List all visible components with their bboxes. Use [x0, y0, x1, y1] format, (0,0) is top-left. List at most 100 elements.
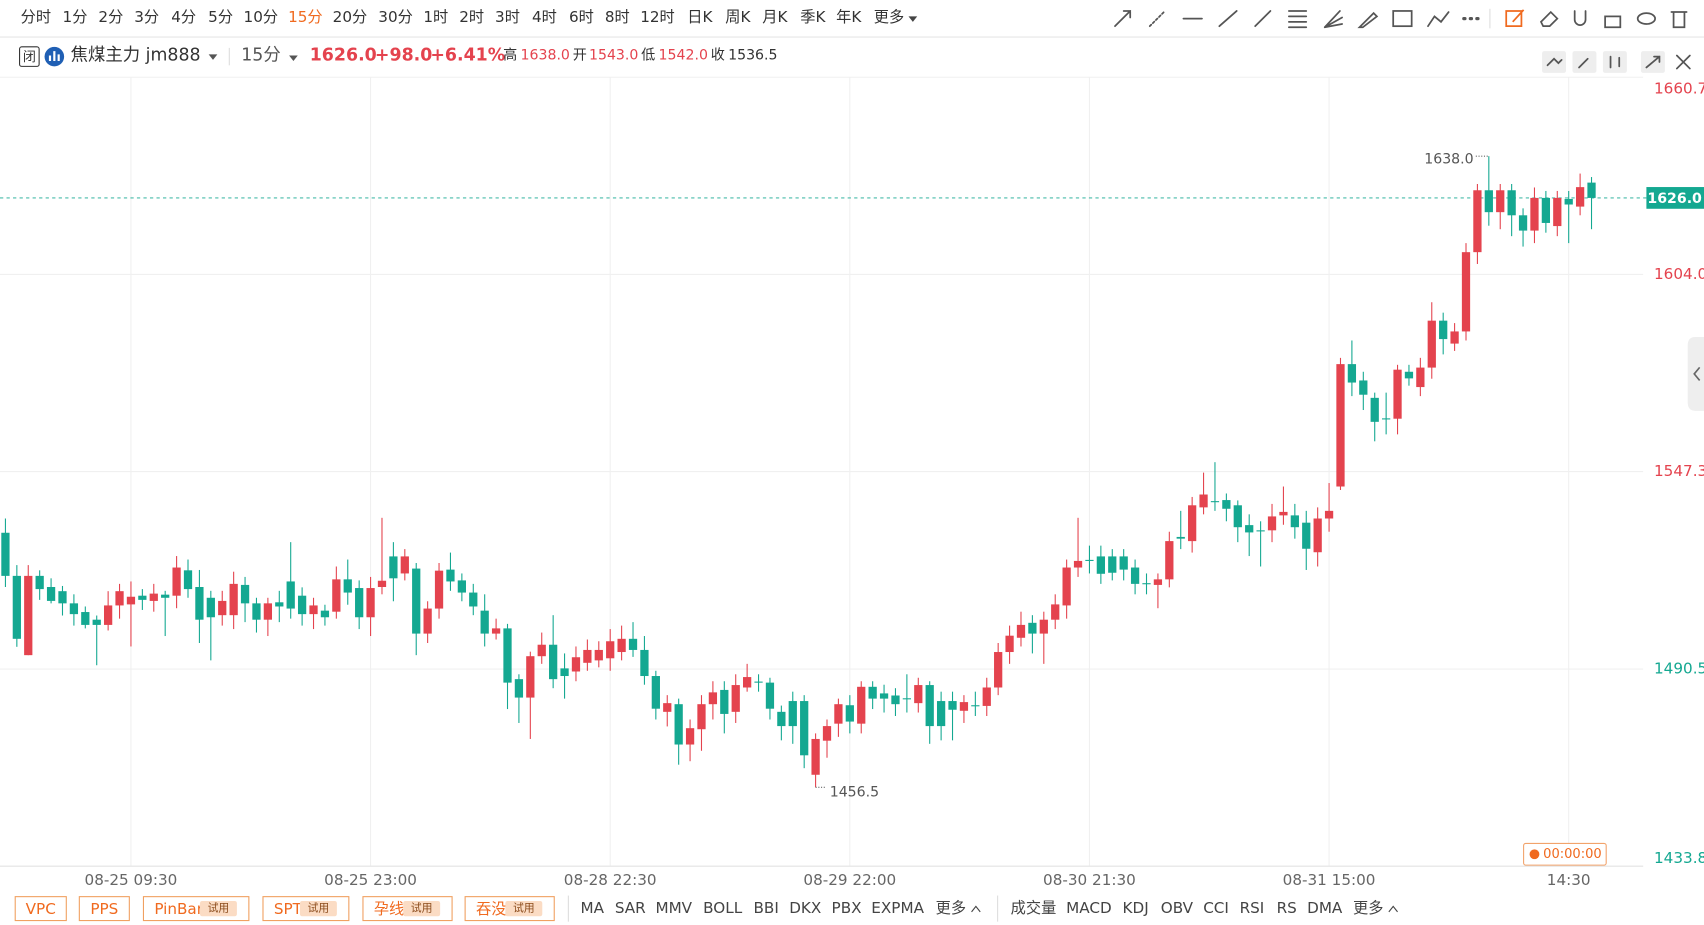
candle-body [994, 652, 1003, 688]
period-button[interactable]: 15分 [288, 8, 323, 26]
ctrl-close[interactable] [1675, 54, 1691, 70]
timer-box [1523, 842, 1607, 866]
period-button[interactable]: 30分 [378, 8, 413, 26]
pattern-name: SPT [274, 900, 303, 918]
period-button[interactable]: 6时 [569, 8, 594, 26]
y-tick-label: 1604.0 [1654, 265, 1704, 283]
more-periods[interactable]: 更多 [874, 8, 904, 26]
sub-indicator[interactable]: MACD [1066, 899, 1112, 917]
candle-body [971, 705, 980, 707]
main-indicator[interactable]: MA [581, 899, 605, 917]
candle-body [617, 638, 626, 653]
period-button[interactable]: 分时 [21, 8, 51, 26]
candle-body [537, 644, 546, 657]
candle-body [857, 686, 866, 724]
sub-indicator[interactable]: RS [1277, 899, 1297, 917]
tool-image[interactable] [1392, 10, 1413, 28]
pattern-button[interactable] [14, 896, 67, 922]
candle-body [1461, 252, 1471, 332]
tool-wave[interactable] [1427, 11, 1450, 28]
main-more-caret [971, 905, 981, 913]
candle-body [366, 588, 375, 618]
tool-lock[interactable] [1604, 15, 1622, 29]
y-tick-label: 1433.8 [1654, 849, 1704, 867]
timer-icon [1529, 849, 1540, 860]
period-caret[interactable] [289, 55, 298, 61]
sub-indicator[interactable]: CCI [1203, 899, 1229, 917]
period-button[interactable]: 4时 [532, 8, 557, 26]
period-button[interactable]: 季K [800, 8, 826, 26]
tool-segment[interactable] [1218, 10, 1238, 28]
tool-delete[interactable] [1670, 11, 1688, 29]
period-button[interactable]: 5分 [208, 8, 233, 26]
candle-body [811, 738, 820, 775]
main-indicator[interactable]: MMV [655, 899, 692, 917]
period-button[interactable]: 日K [687, 8, 713, 26]
pattern-badge [299, 900, 337, 917]
period-button[interactable]: 4分 [171, 8, 196, 26]
tool-eraser[interactable] [1539, 10, 1559, 28]
candle-body [560, 668, 569, 677]
candle-body [1507, 190, 1516, 216]
tool-ray[interactable] [1148, 10, 1166, 28]
symbol-caret[interactable] [208, 54, 218, 60]
pattern-badge-text: 试用 [308, 902, 330, 915]
period-button[interactable]: 10分 [244, 8, 279, 26]
candle-body [1518, 215, 1528, 231]
low-value: 1542.0 [659, 48, 708, 64]
sub-indicator[interactable]: OBV [1161, 899, 1194, 917]
candle-body [891, 695, 900, 705]
period-button[interactable]: 8时 [605, 8, 630, 26]
main-indicator[interactable]: DKX [789, 899, 821, 917]
period[interactable]: 15分 [241, 46, 280, 66]
period-button[interactable]: 1分 [63, 8, 88, 26]
main-indicator[interactable]: BBI [753, 899, 778, 917]
main-indicator[interactable]: BOLL [703, 899, 743, 917]
ctrl-expand-glyph [1645, 55, 1661, 69]
main-indicator[interactable]: EXPMA [871, 899, 924, 917]
candle-body [286, 581, 295, 609]
tool-fan[interactable] [1323, 10, 1343, 29]
ctrl-kline[interactable] [1602, 51, 1627, 73]
period-button[interactable]: 月K [762, 8, 788, 26]
sub-more[interactable]: 更多 [1353, 899, 1383, 917]
candle-body [1416, 367, 1425, 388]
period-button[interactable]: 年K [836, 8, 862, 26]
x-tick-label: 08-29 22:00 [803, 871, 896, 889]
candle-body [1233, 505, 1242, 528]
tool-edit[interactable] [1505, 9, 1525, 28]
tool-line[interactable] [1254, 10, 1272, 28]
candle-body [389, 556, 398, 579]
period-button[interactable]: 2分 [98, 8, 123, 26]
period-button[interactable]: 2时 [459, 8, 484, 26]
tool-fib[interactable] [1287, 10, 1308, 29]
period-button[interactable]: 3分 [134, 8, 159, 26]
sub-indicator[interactable]: DMA [1307, 899, 1343, 917]
main-indicator[interactable]: PBX [832, 899, 862, 917]
symbol[interactable]: 焦煤主力 jm888 [71, 46, 201, 66]
candle-body [549, 644, 558, 680]
closed-icon-text: 闭 [23, 50, 36, 65]
sub-indicator[interactable]: 成交量 [1011, 899, 1057, 917]
tool-pen[interactable] [1357, 11, 1379, 29]
tool-eye[interactable] [1636, 12, 1656, 25]
side-panel-toggle[interactable] [1687, 336, 1704, 411]
ctrl-indicator[interactable] [1542, 51, 1566, 73]
tool-arrow[interactable] [1114, 10, 1132, 28]
period-button[interactable]: 12时 [640, 8, 675, 26]
candle-body [514, 679, 524, 698]
tool-magnet[interactable] [1573, 10, 1587, 26]
main-more[interactable]: 更多 [936, 899, 966, 917]
period-button[interactable]: 20分 [333, 8, 368, 26]
pattern-button[interactable] [78, 896, 130, 922]
timer: 00:00:00 [1543, 847, 1602, 862]
sub-indicator[interactable]: KDJ [1123, 899, 1149, 917]
candle-body [651, 676, 660, 709]
sub-indicator[interactable]: RSI [1240, 899, 1265, 917]
candle-body [149, 593, 158, 601]
main-indicator[interactable]: SAR [615, 899, 646, 917]
period-button[interactable]: 3时 [495, 8, 520, 26]
period-button[interactable]: 1时 [423, 8, 448, 26]
period-button[interactable]: 周K [725, 8, 751, 26]
